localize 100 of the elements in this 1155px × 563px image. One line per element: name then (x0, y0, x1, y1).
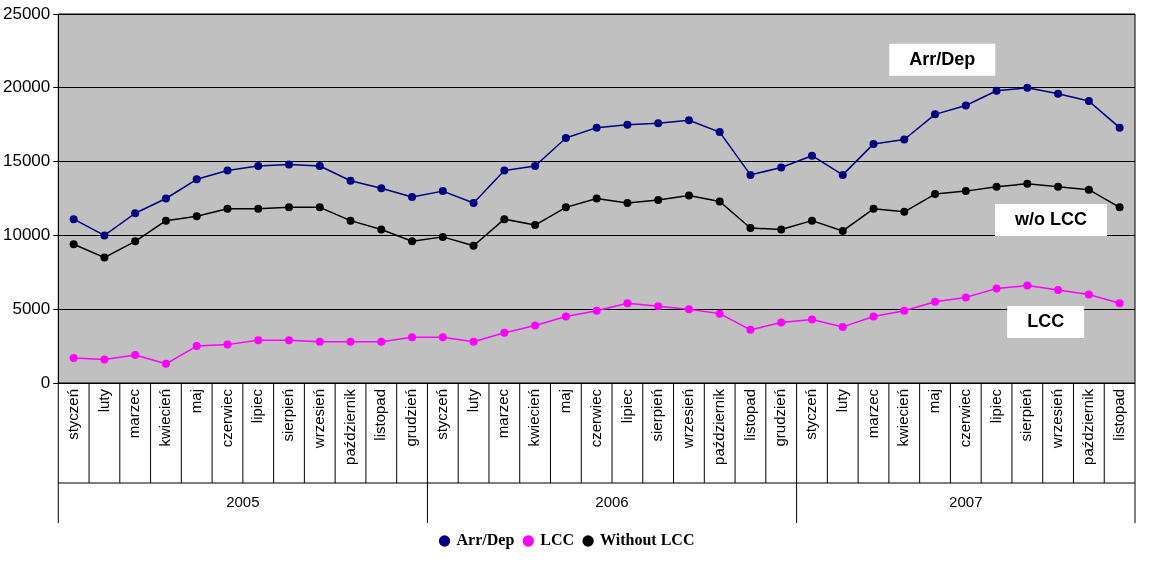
point (100, 355, 109, 364)
x-tick-label: styczeń (802, 389, 820, 440)
point (69, 353, 78, 362)
text: 2006 (595, 493, 629, 511)
x-tick-label: marzec (863, 388, 881, 439)
point (223, 204, 232, 213)
point (100, 231, 109, 240)
point (192, 212, 201, 221)
point (377, 225, 386, 234)
point (746, 325, 755, 334)
y-tick-label: 15000 (2, 151, 51, 171)
x-tick-label: wrzesień (679, 389, 697, 450)
point (346, 337, 355, 346)
point (161, 216, 170, 225)
x-tick-label: październik (340, 388, 358, 465)
point (531, 321, 540, 330)
point (408, 333, 417, 342)
point (807, 315, 816, 324)
x-tick-label: październik (709, 388, 727, 465)
point (807, 151, 816, 160)
point (592, 194, 601, 203)
legend-label: Without LCC (600, 531, 695, 549)
x-tick-label: marzec (125, 388, 143, 439)
point (1054, 286, 1063, 295)
point (931, 297, 940, 306)
point (377, 337, 386, 346)
y-tick-label: 0 (40, 372, 51, 392)
point (684, 305, 693, 314)
y-tick-label: 25000 (2, 3, 51, 23)
point (746, 224, 755, 233)
x-tick-label: maj (556, 389, 574, 414)
x-tick-label: wrzesień (309, 389, 327, 450)
legend-label: Arr/Dep (456, 531, 515, 550)
point (807, 216, 816, 225)
point (254, 162, 263, 171)
x-tick-label: wrzesień (1048, 389, 1066, 450)
legend-label: LCC (540, 531, 575, 549)
y-tick-label: 20000 (2, 77, 51, 97)
point (192, 175, 201, 184)
annotation: LCC (1027, 311, 1065, 332)
point (315, 162, 324, 171)
point (1084, 290, 1093, 299)
point (315, 337, 324, 346)
text: 2007 (949, 493, 983, 511)
x-tick-label: lipiec (248, 388, 266, 424)
point (684, 116, 693, 125)
x-tick-label: październik (1079, 388, 1096, 465)
point (500, 215, 509, 224)
point (561, 312, 570, 321)
point (992, 182, 1001, 191)
point (500, 328, 509, 337)
x-tick-label: luty (832, 388, 850, 413)
x-tick-label: czerwiec (217, 388, 235, 448)
point (715, 197, 724, 206)
point (161, 194, 170, 203)
x-tick-label: kwiecień (525, 389, 543, 447)
point (1023, 281, 1032, 290)
point (1023, 83, 1032, 92)
point (623, 299, 632, 308)
point (900, 207, 909, 216)
point (869, 139, 878, 148)
x-tick-label: marzec (494, 388, 512, 439)
point (1084, 185, 1093, 194)
point (838, 226, 847, 235)
x-tick-label: listopad (371, 389, 389, 441)
point (900, 306, 909, 315)
point (961, 293, 970, 302)
point (131, 237, 140, 246)
x-tick-label: listopad (1109, 389, 1127, 441)
x-tick-label: luty (463, 388, 481, 413)
point (192, 342, 201, 351)
x-tick-label: maj (186, 389, 204, 414)
x-tick-label: grudzień (771, 389, 789, 447)
point (961, 101, 970, 110)
x-tick-label: listopad (740, 389, 758, 441)
point (1054, 89, 1063, 98)
point (1115, 299, 1124, 308)
point (654, 119, 663, 128)
point (161, 359, 170, 368)
y-tick-label: 10000 (2, 225, 51, 245)
point (654, 195, 663, 204)
point (1115, 203, 1124, 212)
point (254, 336, 263, 345)
point (592, 123, 601, 132)
x-tick-label: kwiecień (894, 389, 912, 447)
point (623, 198, 632, 207)
point (408, 237, 417, 246)
point (592, 306, 601, 315)
x-tick-label: maj (925, 389, 943, 414)
point (285, 203, 293, 212)
point (469, 198, 478, 207)
point (715, 309, 724, 318)
point (1115, 123, 1124, 132)
x-tick-label: sierpień (1017, 389, 1035, 442)
x-tick-label: sierpień (279, 389, 297, 442)
point (131, 209, 140, 218)
point (438, 187, 447, 196)
point (900, 135, 909, 144)
point (1023, 179, 1032, 188)
point (1054, 182, 1063, 191)
